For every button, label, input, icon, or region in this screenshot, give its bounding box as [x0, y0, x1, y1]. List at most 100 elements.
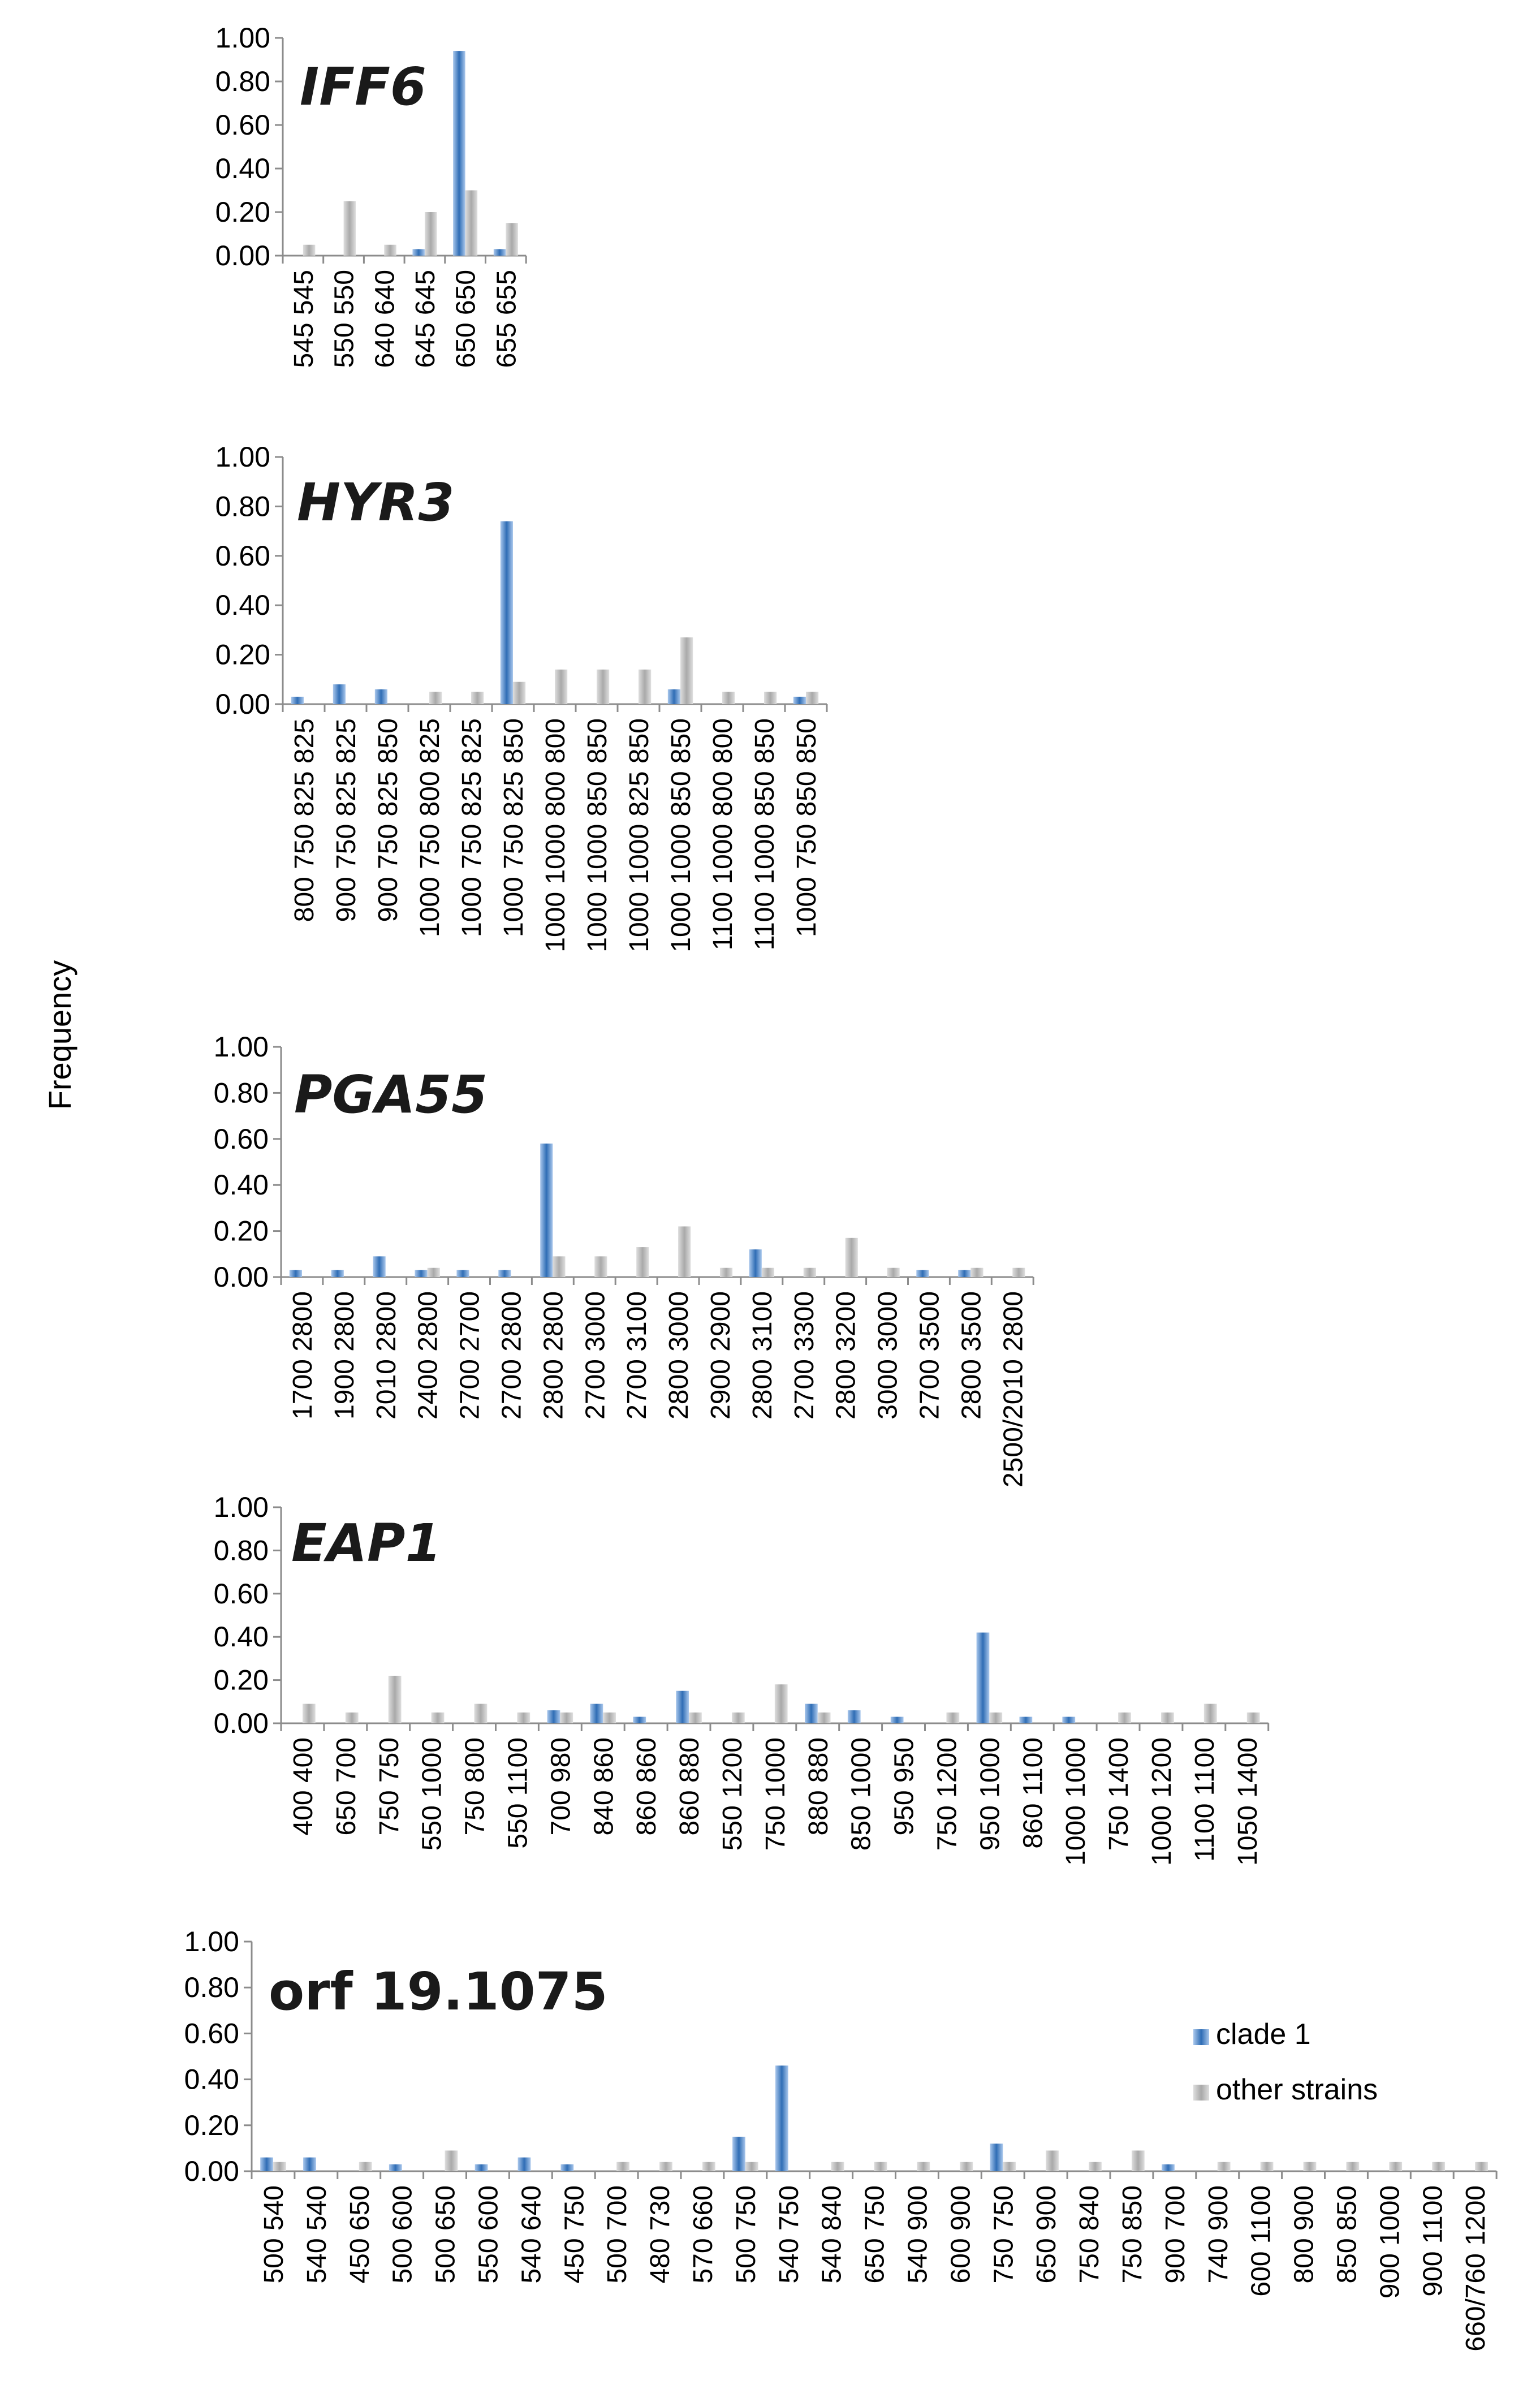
- y-tick-label: 0.20: [214, 1664, 269, 1696]
- bar-clade1: [732, 2137, 745, 2171]
- bar-other: [874, 2162, 887, 2171]
- x-tick-label: 550 1100: [503, 1737, 533, 1849]
- bar-other: [273, 2162, 286, 2171]
- x-tick-label: 800 750 825 825: [290, 718, 320, 922]
- x-tick-label: 500 750: [731, 2185, 761, 2284]
- bar-other: [302, 1703, 316, 1723]
- x-tick-label: 550 1000: [417, 1737, 447, 1851]
- x-tick-label: 2700 2700: [455, 1291, 485, 1420]
- bar-clade1: [333, 684, 346, 704]
- bar-other: [659, 2162, 672, 2171]
- x-tick-label: 750 1200: [932, 1737, 962, 1851]
- x-tick-label: 1100 1000 800 800: [708, 718, 738, 950]
- bar-other: [1012, 1267, 1025, 1277]
- bar-other: [887, 1267, 900, 1277]
- x-tick-label: 540 900: [903, 2185, 933, 2284]
- x-tick-label: 2900 2900: [706, 1291, 736, 1420]
- y-tick-label: 0.00: [215, 240, 270, 271]
- x-tick-label: 550 1200: [718, 1737, 748, 1851]
- x-tick-label: 660/760 1200: [1461, 2185, 1491, 2352]
- bar-other: [722, 692, 735, 704]
- bar-clade1: [633, 1716, 646, 1723]
- x-tick-label: 500 700: [602, 2185, 632, 2284]
- x-tick-label: 860 860: [632, 1737, 662, 1836]
- x-tick-label: 860 880: [675, 1737, 705, 1836]
- y-tick-label: 0.20: [214, 1215, 269, 1247]
- bar-clade1: [560, 2164, 574, 2171]
- bar-clade1: [456, 1270, 469, 1277]
- x-tick-label: 540 750: [774, 2185, 804, 2284]
- x-tick-label: 600 900: [946, 2185, 976, 2284]
- x-tick-label: 1000 1000 850 850: [666, 718, 696, 952]
- bar-other: [384, 244, 396, 256]
- bar-other: [465, 190, 478, 256]
- y-tick-label: 0.60: [214, 1578, 269, 1610]
- bar-clade1: [847, 1710, 861, 1723]
- bar-other: [831, 2162, 844, 2171]
- bar-other: [388, 1675, 402, 1723]
- y-tick-label: 0.80: [184, 1972, 239, 2003]
- x-tick-label: 650 750: [860, 2185, 890, 2284]
- x-tick-label: 570 660: [688, 2185, 718, 2284]
- x-tick-label: 740 900: [1203, 2185, 1233, 2284]
- x-tick-label: 2800 3500: [956, 1291, 986, 1420]
- bar-other: [343, 201, 356, 256]
- x-tick-label: 750 750: [989, 2185, 1019, 2284]
- bar-other: [424, 212, 437, 256]
- x-tick-label: 900 1100: [1418, 2185, 1448, 2297]
- x-tick-label: 500 650: [431, 2185, 461, 2284]
- chart-panel-2: 0.00 0.20 0.40 0.60 0.80 1.00 1700 2800 1900 28…: [214, 1031, 1034, 1487]
- legend-label-other: other strains: [1216, 2073, 1378, 2106]
- x-tick-label: 450 650: [345, 2185, 375, 2284]
- bar-other: [970, 1267, 983, 1277]
- bar-clade1: [493, 249, 506, 256]
- x-tick-label: 900 1000: [1375, 2185, 1405, 2298]
- x-tick-label: 2700 3000: [580, 1291, 610, 1420]
- y-tick-label: 1.00: [215, 22, 270, 54]
- bar-other: [1246, 1712, 1260, 1723]
- chart-title: EAP1: [291, 1513, 442, 1573]
- y-tick-label: 0.80: [214, 1534, 269, 1566]
- x-tick-label: 1000 1000 825 850: [624, 718, 654, 952]
- bar-clade1: [415, 1270, 428, 1277]
- bar-other: [817, 1712, 831, 1723]
- bar-clade1: [303, 2157, 316, 2171]
- x-tick-label: 500 540: [259, 2185, 289, 2284]
- bar-clade1: [260, 2157, 273, 2171]
- bar-other: [917, 2162, 930, 2171]
- bar-other: [764, 692, 777, 704]
- bar-other: [803, 1267, 816, 1277]
- chart-panel-1: 0.00 0.20 0.40 0.60 0.80 1.00 800 750 825 825 9…: [215, 441, 828, 952]
- bar-clade1: [976, 1632, 990, 1723]
- bar-clade1: [547, 1710, 560, 1723]
- bar-clade1: [793, 696, 806, 704]
- bar-other: [359, 2162, 372, 2171]
- bar-clade1: [890, 1716, 904, 1723]
- x-tick-label: 1000 750 825 825: [457, 718, 487, 937]
- bar-other: [636, 1247, 649, 1277]
- x-tick-label: 2800 3200: [831, 1291, 861, 1420]
- x-tick-label: 1000 1200: [1147, 1737, 1177, 1866]
- bar-other: [1217, 2162, 1231, 2171]
- bar-other: [774, 1684, 788, 1723]
- bar-clade1: [916, 1270, 929, 1277]
- x-tick-label: 750 750: [374, 1737, 404, 1836]
- x-tick-label: 700 980: [546, 1737, 576, 1836]
- bar-other: [560, 1712, 573, 1723]
- bar-other: [702, 2162, 715, 2171]
- bar-other: [445, 2150, 458, 2171]
- x-tick-label: 500 600: [388, 2185, 418, 2284]
- chart-panel-4: 0.00 0.20 0.40 0.60 0.80 1.00 500 540 540 540 45…: [184, 1926, 1498, 2352]
- x-tick-label: 3000 3000: [873, 1291, 903, 1420]
- bar-other: [1161, 1712, 1174, 1723]
- y-tick-label: 0.20: [215, 196, 270, 228]
- x-tick-label: 950 950: [890, 1737, 920, 1836]
- y-tick-label: 0.40: [214, 1169, 269, 1201]
- y-tick-label: 0.80: [215, 66, 270, 97]
- bar-clade1: [498, 1270, 511, 1277]
- x-tick-label: 1100 1100: [1190, 1737, 1220, 1862]
- bar-other: [553, 1256, 566, 1277]
- legend-swatch-clade1: [1193, 2029, 1209, 2045]
- y-tick-label: 0.00: [214, 1261, 269, 1293]
- x-tick-label: 900 750 825 825: [331, 718, 361, 922]
